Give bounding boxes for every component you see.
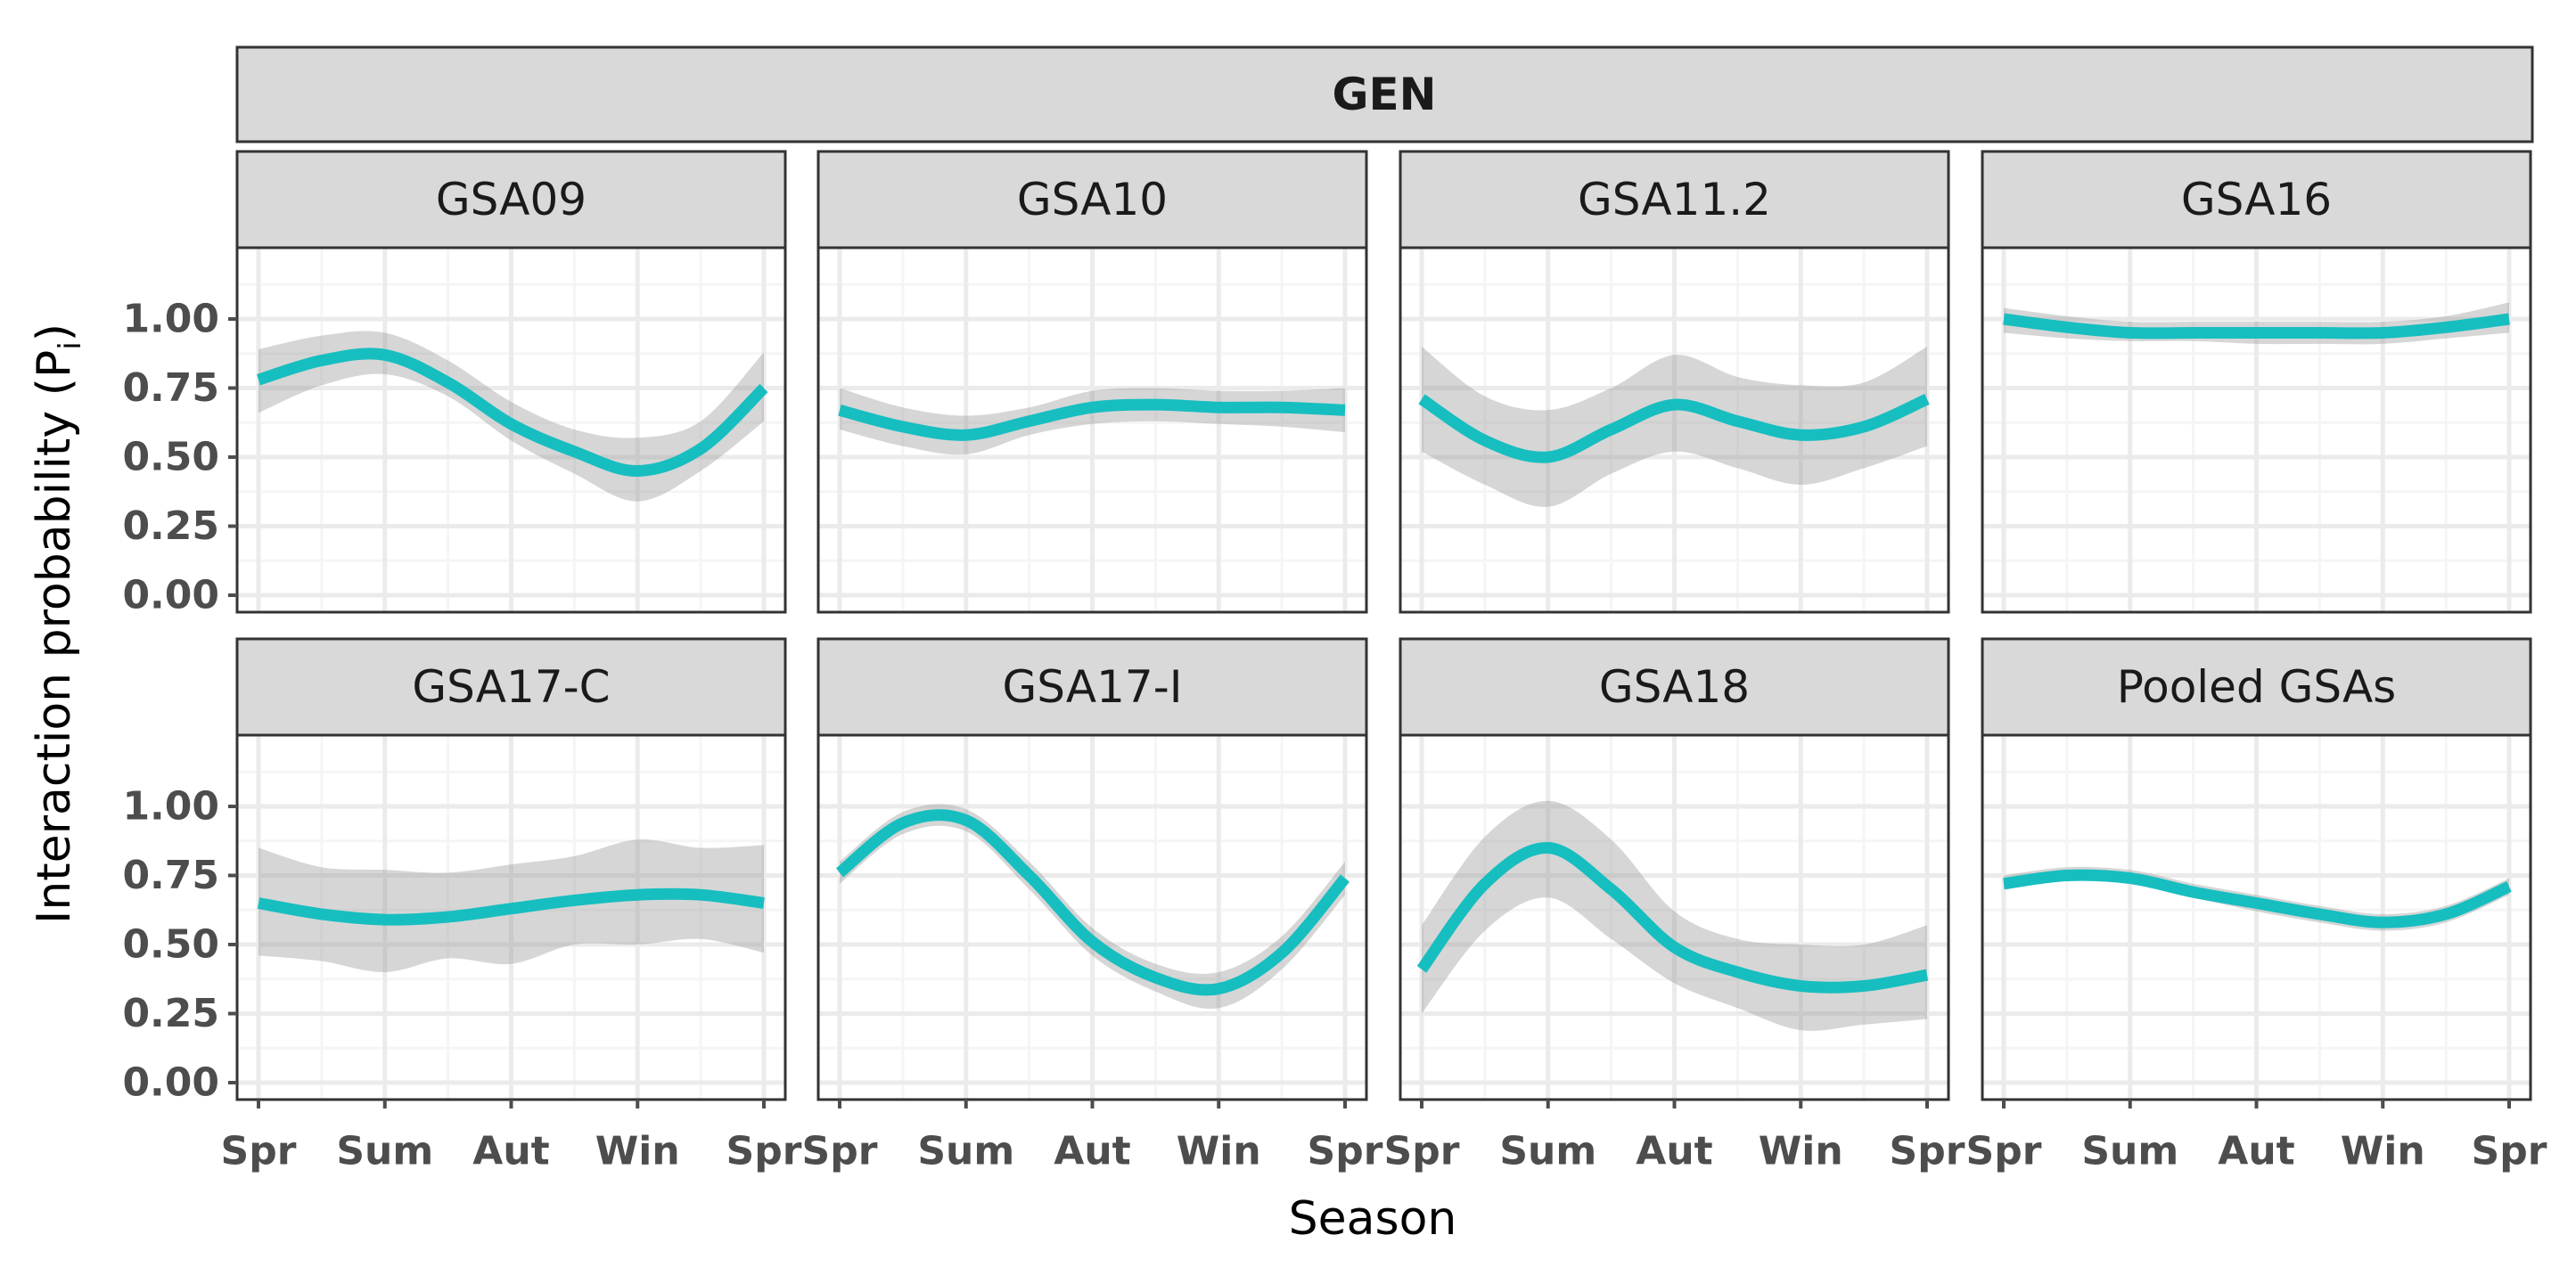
panel-border [1981,246,2532,614]
facet-strip [816,637,1368,737]
confidence-ribbon [1422,347,1927,507]
x-tick-label: Aut [1054,1129,1130,1174]
x-tick-label: Win [1177,1129,1261,1174]
panel-plot-area [1400,735,1948,1100]
x-tick-label: Aut [1636,1129,1712,1174]
x-tick-label: Aut [472,1129,549,1174]
x-tick-label: Sum [336,1129,433,1174]
facet-gsa10: GSA10 [816,150,1368,614]
y-tick-label: 0.75 [122,365,219,411]
facet-gsa16: GSA16 [1981,150,2532,614]
series-line [838,398,1346,441]
panel-plot-area [237,735,785,1100]
series-line [1418,393,1930,463]
facet-strip [1981,637,2532,737]
x-tick-label: Sum [1499,1129,1596,1174]
facet-strip-label: Pooled GSAs [2117,661,2397,713]
facet-gsa11-2: GSA11.2 [1399,150,1950,614]
facet-strip [1399,637,1950,737]
facet-gsa18: GSA18 Spr Sum Aut Win Spr [1384,637,1965,1174]
facet-strip-label: GSA16 [2181,174,2332,225]
series-line [2003,313,2510,339]
y-axis-label: Interaction probability (Pi) [28,323,88,924]
facet-strip [1399,150,1950,249]
x-tick-label: Spr [802,1129,878,1174]
panel-plot-area [818,248,1366,612]
overall-strip-label: GEN [1332,69,1436,120]
series-line [257,348,768,478]
y-tick-label: 1.00 [122,297,219,342]
facet-strip-label: GSA17-C [412,661,610,713]
series-line [257,887,765,926]
x-tick-label: Sum [2081,1129,2178,1174]
panel-border [816,246,1368,614]
facet-strip-label: GSA10 [1017,174,1168,225]
x-tick-label: Sum [917,1129,1014,1174]
x-tick-label: Spr [1966,1129,2042,1174]
overall-strip-background [235,45,2534,143]
facet-panels: GSA09 0.00 0.25 0.50 0.75 1.00 GSA10 GSA11.2 GSA… [122,150,2547,1174]
x-tick-label: Win [1759,1129,1843,1174]
series-line [835,809,1350,996]
panel-plot-area [237,248,785,612]
x-axis-label: Season [1289,1192,1457,1246]
facet-pooled-gsas: Pooled GSAs Spr Sum Aut Win Spr [1966,637,2547,1174]
overall-strip: GEN [235,45,2534,143]
facet-strip-label: GSA18 [1599,661,1750,713]
panel-plot-area [1982,735,2531,1100]
x-tick-label: Win [595,1129,680,1174]
x-tick-label: Spr [1890,1129,1965,1174]
facet-strip [816,150,1368,249]
y-tick-label: 0.00 [122,1060,219,1106]
x-tick-label: Spr [1308,1129,1383,1174]
panel-plot-area [818,735,1366,1100]
series-line [2003,869,2512,928]
confidence-ribbon [1422,800,1927,1031]
facet-strip [235,150,787,249]
y-axis-label-close: ) [28,323,81,341]
y-tick-label: 0.25 [122,503,219,549]
x-tick-label: Aut [2218,1129,2294,1174]
y-tick-label: 0.75 [122,853,219,898]
x-tick-label: Win [2341,1129,2425,1174]
panel-border [235,246,787,614]
y-tick-label: 0.25 [122,991,219,1036]
facet-strip-label: GSA17-I [1002,661,1182,713]
panel-border [1399,246,1950,614]
x-tick-label: Spr [2472,1129,2547,1174]
y-axis-label-subscript: i [53,341,88,349]
facet-strip-label: GSA11.2 [1578,174,1771,225]
facet-gsa17-c: GSA17-C 0.00 0.25 0.50 0.75 1.00 Spr Sum Aut Win S… [122,637,802,1174]
panel-plot-area [1982,248,2531,612]
x-tick-label: Spr [1384,1129,1460,1174]
confidence-ribbon [258,331,764,502]
facet-gsa09: GSA09 0.00 0.25 0.50 0.75 1.00 [122,150,787,618]
x-tick-label: Spr [726,1129,802,1174]
y-axis-label-main: Interaction probability (P [28,350,81,924]
series-line [1416,842,1929,994]
facet-strip-label: GSA09 [436,174,587,225]
y-tick-label: 0.50 [122,435,219,480]
y-tick-label: 0.50 [122,922,219,968]
facet-gsa17-i: GSA17-I Spr Sum Aut Win Spr [802,637,1383,1174]
y-axis-title: Interaction probability (Pi) [28,323,88,924]
x-tick-label: Spr [221,1129,297,1174]
y-tick-label: 0.00 [122,573,219,618]
y-tick-label: 1.00 [122,784,219,830]
panel-plot-area [1400,248,1948,612]
